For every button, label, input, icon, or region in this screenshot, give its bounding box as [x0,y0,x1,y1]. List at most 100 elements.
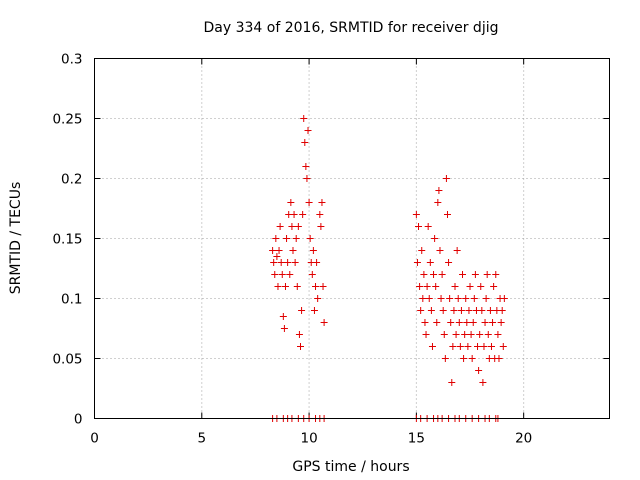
data-point [299,211,307,218]
data-point [428,343,436,350]
x-tick-label: 5 [197,431,206,447]
data-point [413,259,421,266]
data-point [445,259,453,266]
data-point [415,223,423,230]
data-point [304,127,312,134]
data-point [302,163,310,170]
data-point [274,283,282,290]
data-point [463,319,471,326]
data-point [487,343,495,350]
data-point [276,223,284,230]
data-point [478,307,486,314]
data-point [495,355,503,362]
data-point [456,343,464,350]
data-point [286,271,294,278]
data-point [303,175,311,182]
data-point [470,295,478,302]
data-point [475,367,483,374]
data-point [277,259,285,266]
x-tick-label: 10 [300,431,317,447]
data-point [430,271,438,278]
y-tick-label: 0.3 [61,52,82,68]
data-point [422,331,430,338]
data-point [469,319,477,326]
data-point [435,187,443,194]
grid-lines [94,58,610,419]
data-point [439,307,447,314]
data-point [492,271,500,278]
data-point [457,307,465,314]
data-point [436,247,444,254]
data-point [467,331,475,338]
data-point [270,259,278,266]
data-point [434,199,442,206]
data-point [489,319,497,326]
data-point [486,307,494,314]
data-point [454,295,462,302]
x-tick-label: 15 [408,431,425,447]
data-point [450,307,458,314]
chart-title: Day 334 of 2016, SRMTID for receiver dji… [204,20,499,36]
data-point [427,307,435,314]
data-point [419,295,427,302]
data-point [461,331,469,338]
data-point [494,331,502,338]
data-point [308,271,316,278]
data-point [314,295,322,302]
data-point [320,319,328,326]
axis-ticks [94,58,610,419]
data-point [290,211,298,218]
data-point [269,247,277,254]
data-point [289,247,297,254]
data-point [317,223,325,230]
data-point [287,199,295,206]
data-point [451,283,459,290]
data-point [449,343,457,350]
data-point [471,271,479,278]
data-point [301,139,309,146]
tick-labels: 0 5 10 15 20 0 0.05 0.1 0.15 0.2 0.25 0.3 [52,52,532,447]
y-tick-label: 0.05 [52,352,82,368]
data-point [313,259,321,266]
data-point [446,295,454,302]
data-point [319,283,327,290]
data-point [288,223,296,230]
y-tick-label: 0.2 [61,172,82,188]
data-point [468,355,476,362]
data-point [460,355,468,362]
data-point [272,235,280,242]
data-point [441,355,449,362]
data-point [480,343,488,350]
data-point [423,283,431,290]
data-point [273,253,281,260]
data-point [448,379,456,386]
y-tick-label: 0.25 [52,112,82,128]
data-point [418,247,426,254]
x-tick-label: 20 [515,431,532,447]
data-point [309,247,317,254]
data-point [490,283,498,290]
data-point [497,319,505,326]
data-point [283,235,291,242]
y-tick-label: 0 [74,412,83,428]
data-point [481,319,489,326]
data-point [424,223,432,230]
data-point [443,211,451,218]
data-point [291,259,299,266]
data-point [483,271,491,278]
x-tick-label: 0 [90,431,99,447]
y-tick-label: 0.15 [52,232,82,248]
y-axis-title: SRMTID / TECUs [8,182,24,295]
data-point [292,235,300,242]
data-point [442,175,450,182]
data-point [426,259,434,266]
data-point [305,199,313,206]
data-point [500,295,508,302]
data-point [298,307,306,314]
data-point [476,331,484,338]
data-point [459,271,467,278]
data-point [284,259,292,266]
data-point [499,343,507,350]
data-point [452,331,460,338]
